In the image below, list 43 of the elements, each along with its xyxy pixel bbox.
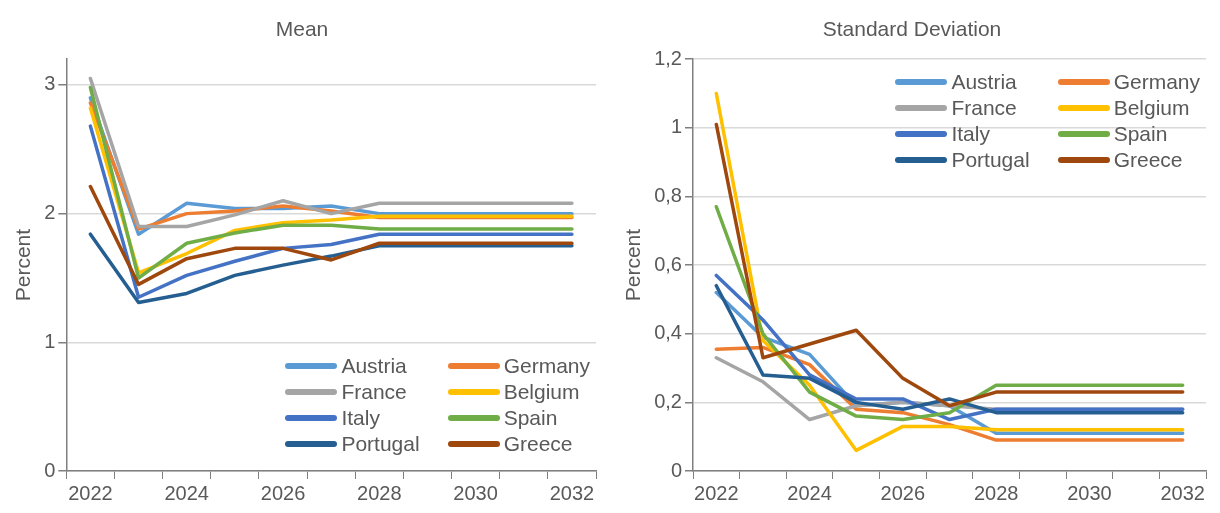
y-tick-label: 0 (670, 458, 682, 481)
legend-label: Greece (503, 431, 573, 457)
x-tick-label: 2032 (1160, 481, 1205, 504)
legend-label: Austria (951, 69, 1017, 96)
x-tick-label: 2022 (68, 481, 113, 504)
x-tick-label: 2024 (787, 481, 832, 504)
legend-label: Greece (1113, 147, 1183, 174)
y-tick-label: 1 (670, 115, 682, 138)
x-tick-label: 2024 (164, 481, 209, 504)
legend-label: Germany (503, 353, 590, 379)
x-tick-label: 2022 (694, 481, 739, 504)
y-axis-title: Percent (621, 228, 645, 302)
x-tick-label: 2028 (357, 481, 402, 504)
legend-label: Italy (951, 121, 990, 148)
legend-label: France (951, 95, 1017, 122)
y-tick-label: 0,4 (654, 321, 682, 344)
y-tick-label: 1,2 (654, 46, 682, 69)
legend-label: Portugal (341, 431, 420, 457)
y-tick-label: 3 (44, 72, 56, 95)
chart-title: Standard Deviation (822, 17, 1002, 41)
y-tick-label: 2 (44, 201, 56, 224)
legend-label: Spain (503, 405, 558, 431)
x-tick-label: 2026 (880, 481, 926, 504)
y-axis-title: Percent (11, 228, 35, 302)
x-tick-label: 2026 (260, 481, 306, 504)
y-tick-label: 0,8 (654, 183, 682, 206)
legend-label: Austria (341, 353, 407, 379)
x-tick-label: 2032 (549, 481, 595, 504)
legend-label: France (341, 379, 407, 405)
y-tick-label: 0 (44, 458, 56, 481)
y-tick-label: 0,6 (654, 252, 682, 275)
chart-title: Mean (275, 17, 329, 41)
legend-label: Belgium (503, 379, 580, 405)
legend-label: Portugal (951, 147, 1030, 174)
x-tick-label: 2030 (1067, 481, 1112, 504)
y-tick-label: 0,2 (654, 389, 682, 412)
x-tick-label: 2028 (973, 481, 1019, 504)
y-tick-label: 1 (44, 329, 56, 352)
legend-label: Germany (1113, 69, 1200, 96)
legend-label: Belgium (1113, 95, 1190, 122)
x-tick-label: 2030 (453, 481, 498, 504)
legend-label: Spain (1113, 121, 1168, 148)
legend-label: Italy (341, 405, 380, 431)
